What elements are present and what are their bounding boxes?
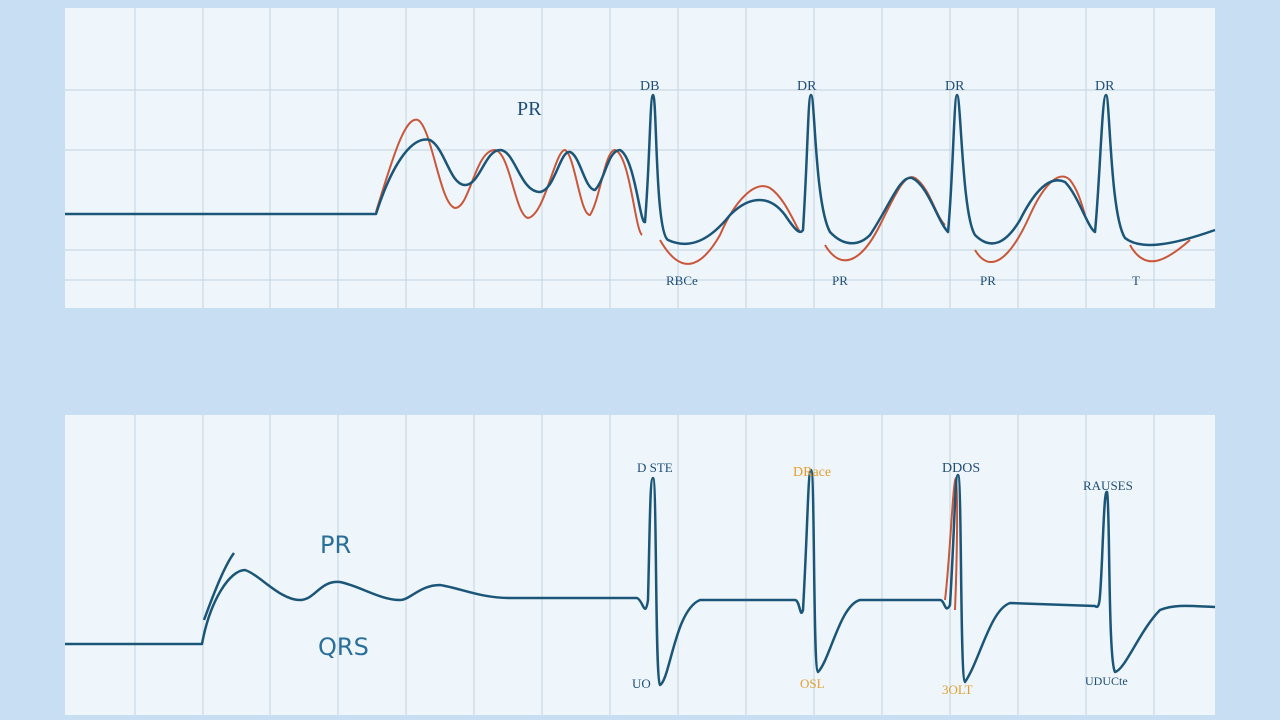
label: PR <box>320 531 351 559</box>
label: D STE <box>637 460 673 475</box>
label: DB <box>640 79 659 94</box>
waveform-red <box>375 118 1191 265</box>
label: DR <box>797 79 817 94</box>
waveform-top <box>65 93 1216 247</box>
bottom-panel <box>65 415 1215 715</box>
label: QRS <box>318 633 369 661</box>
top-grid <box>65 8 1215 308</box>
label: T <box>1132 273 1140 288</box>
label: PR <box>832 273 848 288</box>
label: DR <box>1095 79 1115 94</box>
bottom-grid <box>134 415 1155 715</box>
label: UDUCte <box>1085 674 1128 688</box>
label: PR <box>517 98 542 120</box>
top-panel <box>65 8 1215 308</box>
waveform-bottom <box>65 468 1216 687</box>
label: DRace <box>793 465 831 480</box>
label: UO <box>632 676 651 691</box>
label: 3OLT <box>942 682 973 697</box>
label: DDOS <box>942 461 980 476</box>
waveform-stroke <box>202 552 236 621</box>
label: PR <box>980 273 996 288</box>
label: RBCe <box>666 273 698 288</box>
label: OSL <box>800 676 825 691</box>
label: DR <box>945 79 965 94</box>
label: RAUSES <box>1083 478 1133 493</box>
